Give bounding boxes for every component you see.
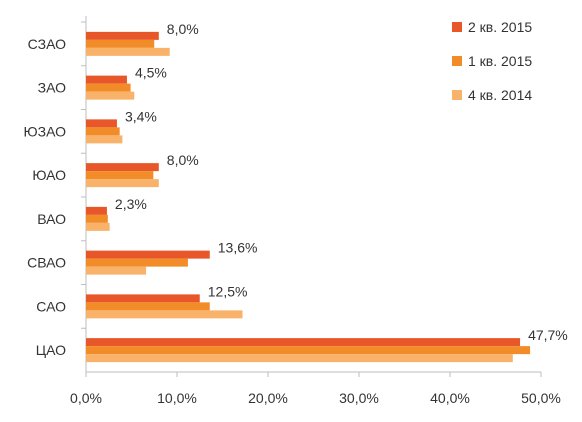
bar	[86, 310, 243, 319]
bar	[86, 47, 170, 56]
category-label: СЗАО	[28, 36, 66, 52]
category-label: ЦАО	[36, 342, 66, 358]
bar	[86, 222, 110, 231]
bar	[86, 171, 154, 180]
x-tick-label: 20,0%	[248, 390, 288, 406]
bar	[86, 31, 159, 40]
data-label: 8,0%	[167, 152, 199, 168]
bar	[86, 258, 188, 267]
data-label: 8,0%	[167, 21, 199, 37]
bar	[86, 179, 159, 188]
bar	[86, 75, 127, 84]
bar	[86, 206, 107, 215]
legend-label-series-2: 1 кв. 2015	[468, 53, 533, 69]
bar	[86, 39, 155, 48]
data-label: 12,5%	[208, 283, 248, 299]
data-label: 47,7%	[528, 327, 568, 343]
category-label: ВАО	[37, 211, 66, 227]
category-label: СВАО	[27, 255, 66, 271]
bar	[86, 135, 123, 144]
legend-item-series-1: 2 кв. 2015	[452, 16, 577, 38]
bar	[86, 354, 513, 363]
legend-swatch-series-1	[452, 22, 462, 32]
category-label: ЗАО	[38, 80, 66, 96]
bar	[86, 163, 159, 172]
data-label: 13,6%	[218, 240, 258, 256]
bar	[86, 91, 135, 100]
x-tick-label: 50,0%	[521, 390, 561, 406]
bar	[86, 302, 210, 311]
bar	[86, 338, 521, 347]
x-tick-label: 30,0%	[339, 390, 379, 406]
legend-swatch-series-2	[452, 56, 462, 66]
category-label: САО	[36, 298, 66, 314]
bar	[86, 250, 210, 259]
x-tick-label: 0,0%	[70, 390, 102, 406]
data-label: 3,4%	[125, 108, 157, 124]
x-tick-label: 40,0%	[430, 390, 470, 406]
data-label: 4,5%	[135, 65, 167, 81]
bar	[86, 266, 147, 275]
bar	[86, 214, 108, 223]
category-label: ЮАО	[32, 167, 66, 183]
x-tick-label: 10,0%	[157, 390, 197, 406]
bar	[86, 127, 120, 136]
legend-swatch-series-3	[452, 90, 462, 100]
legend-item-series-2: 1 кв. 2015	[452, 50, 577, 72]
bar	[86, 119, 117, 128]
legend-label-series-3: 4 кв. 2014	[468, 87, 533, 103]
bar	[86, 346, 531, 355]
bar	[86, 294, 200, 303]
chart-legend: 2 кв. 2015 1 кв. 2015 4 кв. 2014	[452, 16, 577, 118]
bar	[86, 83, 131, 92]
legend-label-series-1: 2 кв. 2015	[468, 19, 533, 35]
data-label: 2,3%	[115, 196, 147, 212]
legend-item-series-3: 4 кв. 2014	[452, 84, 577, 106]
category-label: ЮЗАО	[23, 123, 66, 139]
